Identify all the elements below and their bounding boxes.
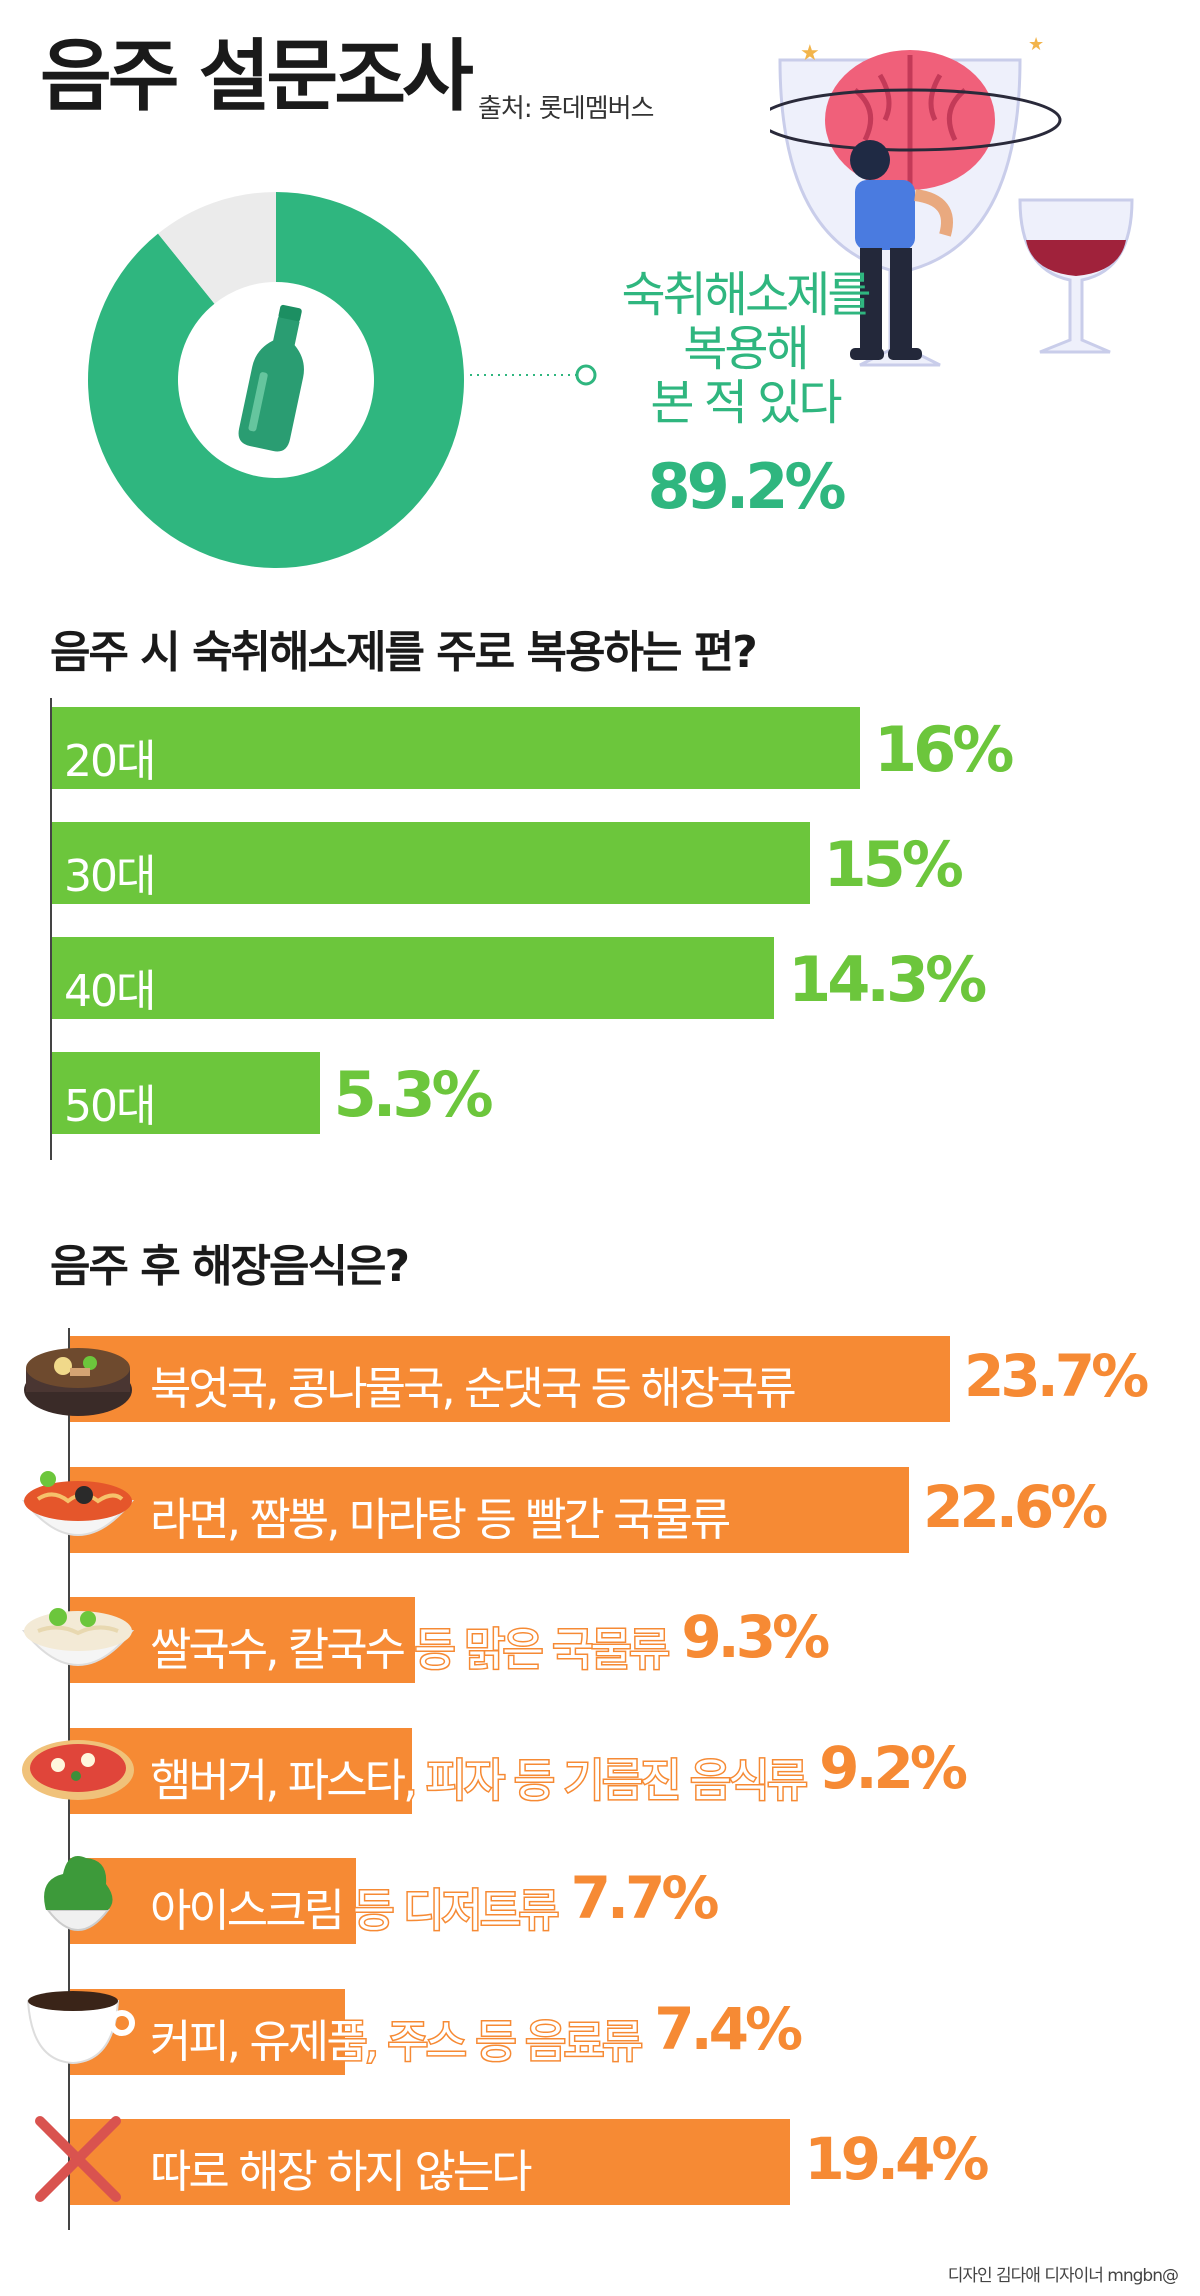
source-label: 출처: 롯데멤버스 (478, 94, 654, 124)
pizza-icon (22, 1739, 134, 1800)
coffee-cup-icon (26, 1990, 135, 2064)
svg-text:★: ★ (800, 41, 820, 66)
food-bar (70, 1336, 950, 1422)
food-chart-title: 음주 후 해장음식은? (50, 1241, 410, 1292)
x-mark-icon (35, 2116, 121, 2202)
food-bar (70, 2119, 791, 2205)
food-bar (70, 1597, 416, 1683)
ice-cream-icon (44, 1856, 113, 1931)
hangover-soup-icon (24, 1348, 132, 1416)
age-bar-value: 5.3% (333, 1058, 494, 1131)
food-bar-value: 22.6% (922, 1472, 1109, 1542)
donut-slice-taken (87, 192, 464, 568)
hangover-donut-chart (87, 192, 464, 568)
food-bar-label: 커피, 유제품, 주스 등 음료류 (148, 2013, 644, 2069)
age-chart-title: 음주 시 숙취해소제를 주로 복용하는 편? (50, 627, 758, 678)
food-bar-label: 따로 해장 하지 않는다 (149, 2144, 535, 2200)
stat-connector-line (470, 364, 597, 386)
stat-text-line: 본 적 있다 (650, 375, 842, 431)
hangover-stat-text: 숙취해소제를 복용해 본 적 있다 (560, 268, 930, 430)
stat-text-line: 복용해 (683, 321, 809, 377)
age-bar (52, 937, 775, 1019)
food-bar-label: 햄버거, 파스타, 피자 등 기름진 음식류 (148, 1752, 809, 1808)
age-bar (52, 1052, 320, 1134)
food-bar (70, 1858, 356, 1944)
svg-text:★: ★ (1028, 34, 1044, 55)
food-bar-value: 23.7% (963, 1341, 1150, 1411)
donut-slice-other (157, 192, 276, 304)
stat-text-line: 숙취해소제를 (621, 267, 872, 323)
food-bar-value: 9.2% (818, 1733, 969, 1803)
clear-noodle-icon (21, 1608, 135, 1666)
credit-text: 디자인 김다애 디자이너 mngbn@ (947, 2266, 1179, 2286)
food-bar-label: 쌀국수, 칼국수 등 맑은 국물류 (148, 1622, 671, 1678)
age-bar-value: 16% (874, 713, 1014, 786)
age-bar (52, 822, 810, 904)
food-bar-label: 북엇국, 콩나물국, 순댓국 등 해장국류 (149, 1361, 799, 1417)
food-bar-label: 라면, 짬뽕, 마라탕 등 빨간 국물류 (148, 1491, 732, 1547)
hangover-stat-value: 89.2% (647, 450, 846, 523)
age-chart-axis (50, 698, 52, 1160)
drunk-person-illustration: ★ ★ (770, 34, 1134, 367)
age-bar-label: 50대 (64, 1081, 156, 1132)
age-bar-label: 30대 (64, 851, 156, 902)
age-bar-value: 15% (823, 828, 964, 901)
food-bar (70, 1466, 910, 1553)
age-bar-value: 14.3% (788, 943, 987, 1016)
food-bar-value: 7.7% (570, 1863, 721, 1933)
food-bar-value: 19.4% (803, 2124, 990, 2194)
food-bar-label: 아이스크림 등 디저트류 (149, 1883, 562, 1939)
age-bar (52, 707, 860, 789)
page-title: 음주 설문조사 (40, 32, 474, 122)
bottle-icon (238, 304, 304, 452)
spicy-noodle-icon (21, 1470, 135, 1536)
food-bar-value: 7.4% (653, 1994, 804, 2064)
food-bar-value: 9.3% (680, 1602, 831, 1672)
age-bar-label: 40대 (64, 966, 156, 1017)
age-bar-label: 20대 (64, 736, 156, 787)
